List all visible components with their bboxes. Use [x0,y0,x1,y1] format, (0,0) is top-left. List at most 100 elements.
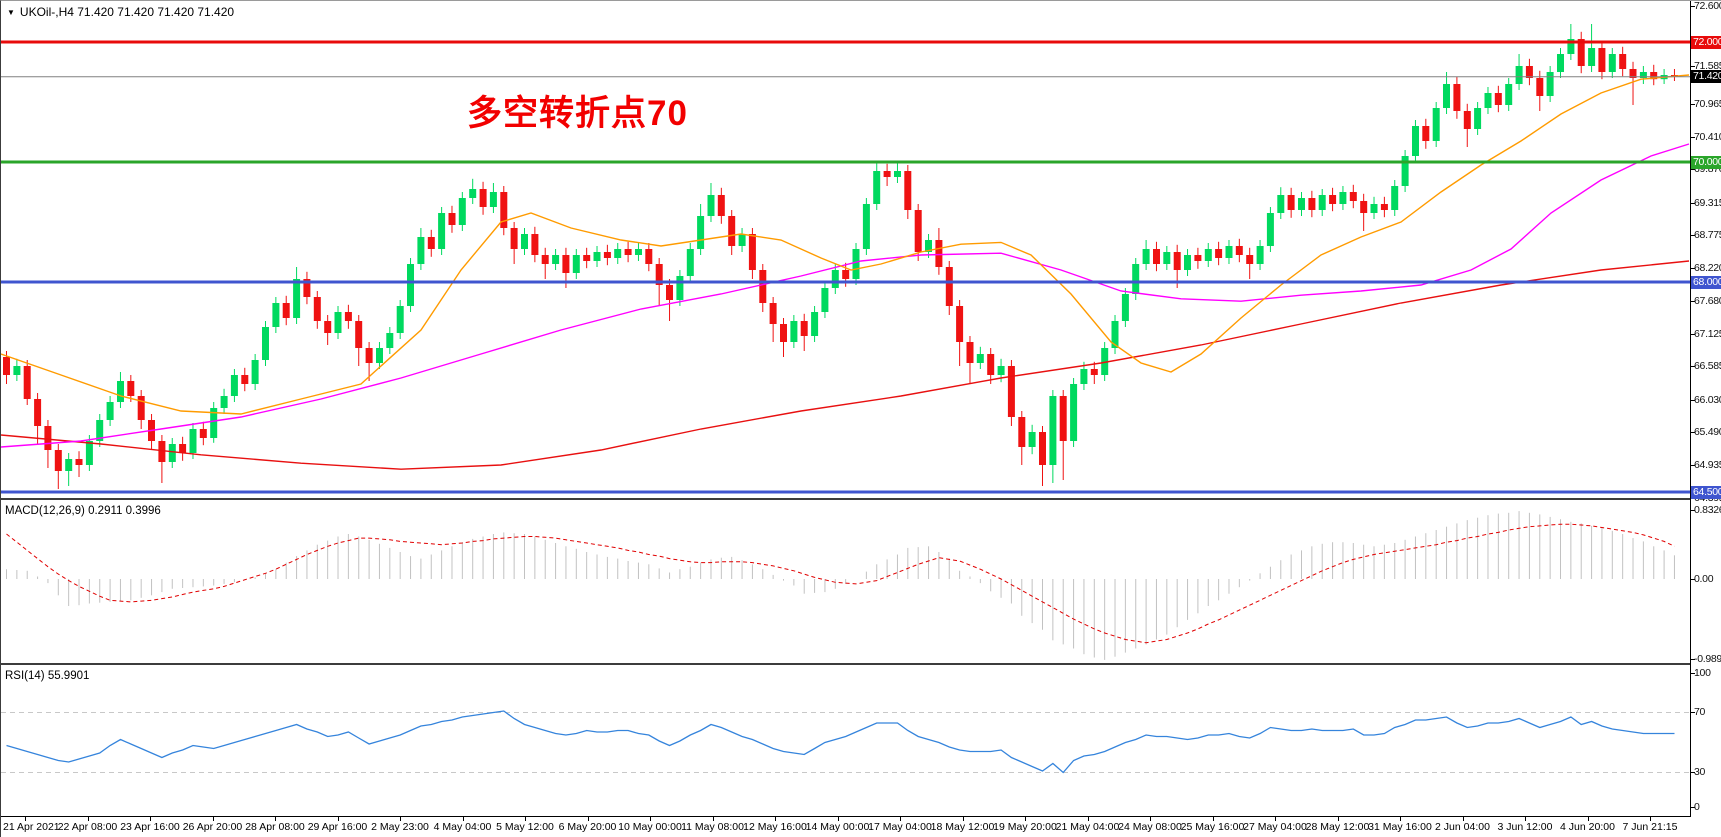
price-axis-label: 66.030 [1694,393,1721,406]
time-axis-tick [525,817,526,821]
time-axis-tick [650,817,651,821]
rsi-axis-tick [1691,672,1695,674]
time-axis-tick [1400,817,1401,821]
price-pane[interactable]: ▼ UKOil-,H4 71.420 71.420 71.420 71.420 多… [1,1,1690,498]
time-label: 12 May 16:00 [743,821,807,833]
price-level-badge: 70.000 [1691,155,1721,169]
price-axis-tick [1691,366,1695,368]
price-level-badge: 71.420 [1691,70,1721,84]
time-label: 21 May 04:00 [1055,821,1120,833]
macd-chart-canvas[interactable] [1,501,1690,663]
pane-separator-rsi[interactable] [1,663,1690,665]
price-axis-tick [1691,169,1695,171]
price-axis-label: 67.680 [1694,294,1721,307]
time-label: 26 Apr 20:00 [182,821,243,833]
rsi-axis-label: 30 [1694,766,1706,778]
time-label: 21 Apr 2021 [3,821,60,833]
time-axis-tick [400,817,401,821]
macd-axis-label: -0.9897 [1694,653,1721,666]
price-axis-tick [1691,432,1695,434]
macd-axis-tick [1691,510,1695,512]
price-axis-label: 68.220 [1694,262,1721,275]
time-axis-tick [900,817,901,821]
rsi-axis-label: 0 [1694,800,1700,813]
time-axis-tick [1650,817,1651,821]
time-axis-tick [712,817,714,821]
rsi-pane[interactable]: RSI(14) 55.9901 [1,666,1690,816]
time-axis-tick [275,817,276,821]
time-axis-tick [1212,817,1214,821]
price-axis-label: 66.585 [1694,360,1721,373]
price-axis-tick [1691,399,1695,401]
price-axis-tick [1691,66,1695,68]
time-label: 17 May 04:00 [868,821,932,833]
macd-axis-label: 0.00 [1694,572,1714,585]
price-level-badge: 64.500 [1691,485,1721,499]
symbol-menu-icon[interactable]: ▼ [7,8,15,17]
price-axis-label: 70.410 [1694,130,1721,143]
time-axis-tick [1525,817,1526,821]
rsi-chart-canvas[interactable] [1,666,1690,816]
time-axis-tick [587,817,589,821]
time-axis-tick [1150,817,1151,821]
price-axis-label: 70.965 [1694,97,1721,110]
time-axis[interactable]: 21 Apr 2021 22 Apr 08:00 23 Apr 16:00 26 Ap… [1,817,1690,837]
time-axis-tick [1587,817,1589,821]
rsi-axis-label: 70 [1694,706,1706,718]
time-axis-tick [962,817,964,821]
time-label: 4 May 04:00 [433,821,492,833]
price-axis-tick [1691,202,1695,204]
time-axis-tick [1462,817,1464,821]
price-axis-tick [1691,334,1695,335]
price-axis-label: 69.315 [1694,196,1721,209]
price-axis-label: 65.490 [1694,426,1721,439]
time-label: 25 May 16:00 [1180,821,1245,833]
time-axis-tick [775,817,776,821]
time-axis-tick [1337,817,1339,821]
price-axis-label: 67.125 [1694,328,1721,340]
time-axis-tick [1087,817,1089,821]
time-axis-tick [150,817,151,821]
price-axis-tick [1691,5,1695,7]
time-axis-tick [212,817,214,821]
macd-label: MACD(12,26,9) 0.2911 0.3996 [5,505,161,517]
macd-axis-tick [1691,578,1695,580]
time-label: 29 Apr 16:00 [307,821,368,833]
price-axis-tick [1691,300,1695,302]
time-label: 2 May 23:00 [371,821,429,833]
rsi-axis-tick [1691,772,1695,773]
time-label: 28 May 12:00 [1305,821,1370,833]
macd-pane[interactable]: MACD(12,26,9) 0.2911 0.3996 [1,501,1690,663]
price-axis-label: 64.935 [1694,459,1721,472]
price-axis-tick [1691,103,1695,105]
time-axis-tick [1275,817,1276,821]
time-axis-tick [462,817,464,821]
price-axis-label: 71.585 [1694,60,1721,73]
price-axis[interactable]: 72.60071.58570.96570.41069.87069.31568.7… [1691,1,1721,817]
rsi-axis-tick [1691,806,1695,808]
time-label: 3 Jun 12:00 [1497,821,1553,833]
price-level-badge: 72.000 [1691,35,1721,49]
price-chart-canvas[interactable] [1,1,1690,498]
time-label: 7 Jun 21:15 [1622,821,1678,833]
time-label: 2 Jun 04:00 [1435,821,1490,833]
time-label: 4 Jun 20:00 [1560,821,1615,833]
price-level-badge: 68.000 [1691,275,1721,289]
time-axis-tick [1025,817,1026,821]
time-axis-tick [837,817,839,821]
time-axis-tick [25,817,26,821]
annotation-text: 多空转折点70 [467,94,688,133]
time-label: 22 Apr 08:00 [57,821,118,833]
chart-title: ▼ UKOil-,H4 71.420 71.420 71.420 71.420 [7,5,234,19]
price-axis-tick [1691,268,1695,270]
time-label: 28 Apr 08:00 [245,821,305,833]
price-axis-label: 72.600 [1694,0,1721,12]
price-axis-border [1690,1,1691,817]
pane-separator-macd[interactable] [1,498,1690,500]
rsi-axis-tick [1691,712,1695,713]
time-label: 24 May 08:00 [1118,821,1182,833]
chart-title-text: UKOil-,H4 71.420 71.420 71.420 71.420 [19,5,235,19]
rsi-label: RSI(14) 55.9901 [5,670,90,682]
time-label: 10 May 00:00 [618,821,682,833]
time-label: 19 May 20:00 [993,821,1057,833]
